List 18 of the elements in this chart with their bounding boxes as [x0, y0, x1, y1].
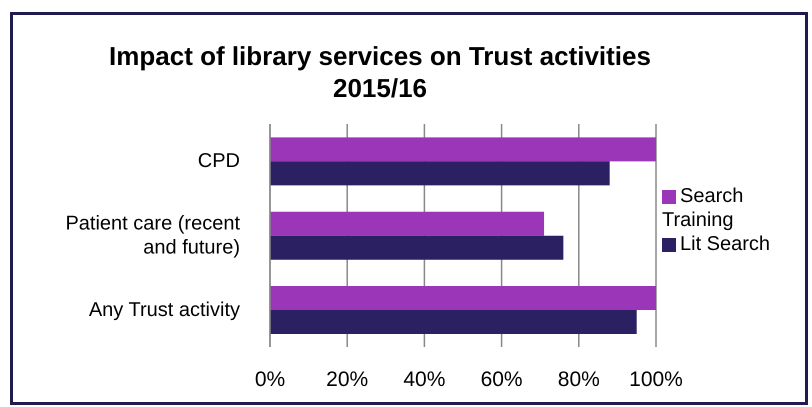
legend-label: Lit Search [680, 233, 770, 255]
y-tick-label: Patient care (recent and future) [65, 212, 240, 258]
x-tick-label: 100% [629, 368, 683, 391]
x-tick-label: 40% [403, 368, 446, 391]
bar [270, 310, 637, 334]
x-tick-label: 0% [254, 368, 286, 391]
y-tick-label: Any Trust activity [88, 298, 240, 321]
bar [270, 236, 564, 260]
x-tick-label: 20% [326, 368, 368, 391]
y-tick-label: CPD [198, 150, 240, 172]
legend-label: Search Training [662, 185, 744, 231]
bar [270, 161, 610, 186]
chart-title: Impact of library services on Trust activities 2015/16 [108, 40, 652, 104]
x-tick-label: 60% [480, 368, 523, 391]
bar [270, 212, 544, 236]
bar [270, 286, 656, 310]
x-tick-label: 80% [558, 368, 600, 391]
bar [270, 137, 656, 162]
